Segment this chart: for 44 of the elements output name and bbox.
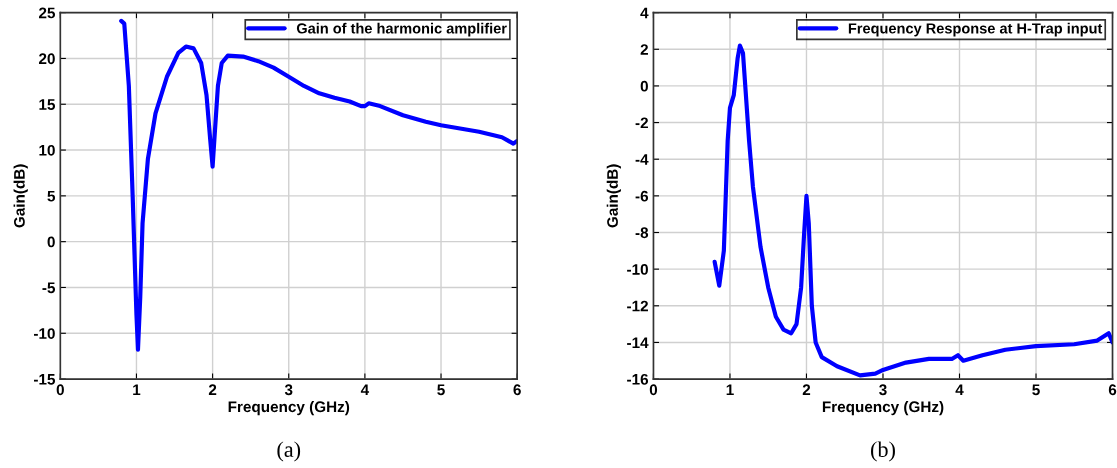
y-tick-label: -6 xyxy=(635,190,649,202)
y-axis-title: Gain(dB) xyxy=(606,164,621,228)
x-tick-label: 3 xyxy=(879,384,887,396)
y-tick-label: 0 xyxy=(47,236,55,248)
x-tick-label: 5 xyxy=(437,384,445,396)
line-series xyxy=(119,18,518,352)
y-tick-label: 0 xyxy=(640,80,648,92)
x-tick-label: 2 xyxy=(208,384,217,396)
text: (b) xyxy=(871,441,895,462)
y-tick-label: 25 xyxy=(39,7,56,19)
x-tick-label: 0 xyxy=(56,384,64,396)
x-tick-label: 4 xyxy=(955,384,964,396)
y-tick-label: 10 xyxy=(39,144,55,156)
x-tick-label: 6 xyxy=(1108,384,1117,396)
y-tick-label: -4 xyxy=(635,154,649,165)
y-tick-label: 2 xyxy=(640,44,648,55)
x-tick-label: 5 xyxy=(1032,384,1040,396)
x-tick-label: 2 xyxy=(802,384,811,396)
x-tick-label: 6 xyxy=(513,384,521,396)
x-tick-label: 1 xyxy=(133,384,141,396)
x-tick-label: 0 xyxy=(649,384,658,396)
line-series xyxy=(712,43,1113,378)
text: (a) xyxy=(277,441,301,462)
y-tick-label: 15 xyxy=(39,99,56,110)
y-axis-title: Gain(dB) xyxy=(13,164,28,228)
y-tick-label: 4 xyxy=(640,7,649,19)
x-tick-label: 4 xyxy=(360,384,370,396)
x-tick-label: 3 xyxy=(284,384,293,396)
legend-label: Gain of the harmonic amplifier xyxy=(296,22,507,37)
y-tick-label: -12 xyxy=(627,300,648,312)
legend-label: Frequency Response at H-Trap input xyxy=(848,22,1103,37)
x-axis-title: Frequency (GHz) xyxy=(822,400,944,416)
x-axis-title: Frequency (GHz) xyxy=(228,400,350,416)
y-tick-label: -15 xyxy=(33,374,56,385)
y-tick-label: -14 xyxy=(627,337,649,348)
y-tick-label: -10 xyxy=(33,328,55,339)
y-tick-label: -2 xyxy=(635,117,648,129)
x-tick-label: 1 xyxy=(726,384,734,396)
y-tick-label: -10 xyxy=(627,264,648,275)
y-tick-label: -5 xyxy=(42,282,56,294)
y-tick-label: -8 xyxy=(635,227,649,239)
y-tick-label: 5 xyxy=(47,190,56,202)
y-tick-label: -16 xyxy=(627,373,649,385)
y-tick-label: 20 xyxy=(39,53,55,65)
